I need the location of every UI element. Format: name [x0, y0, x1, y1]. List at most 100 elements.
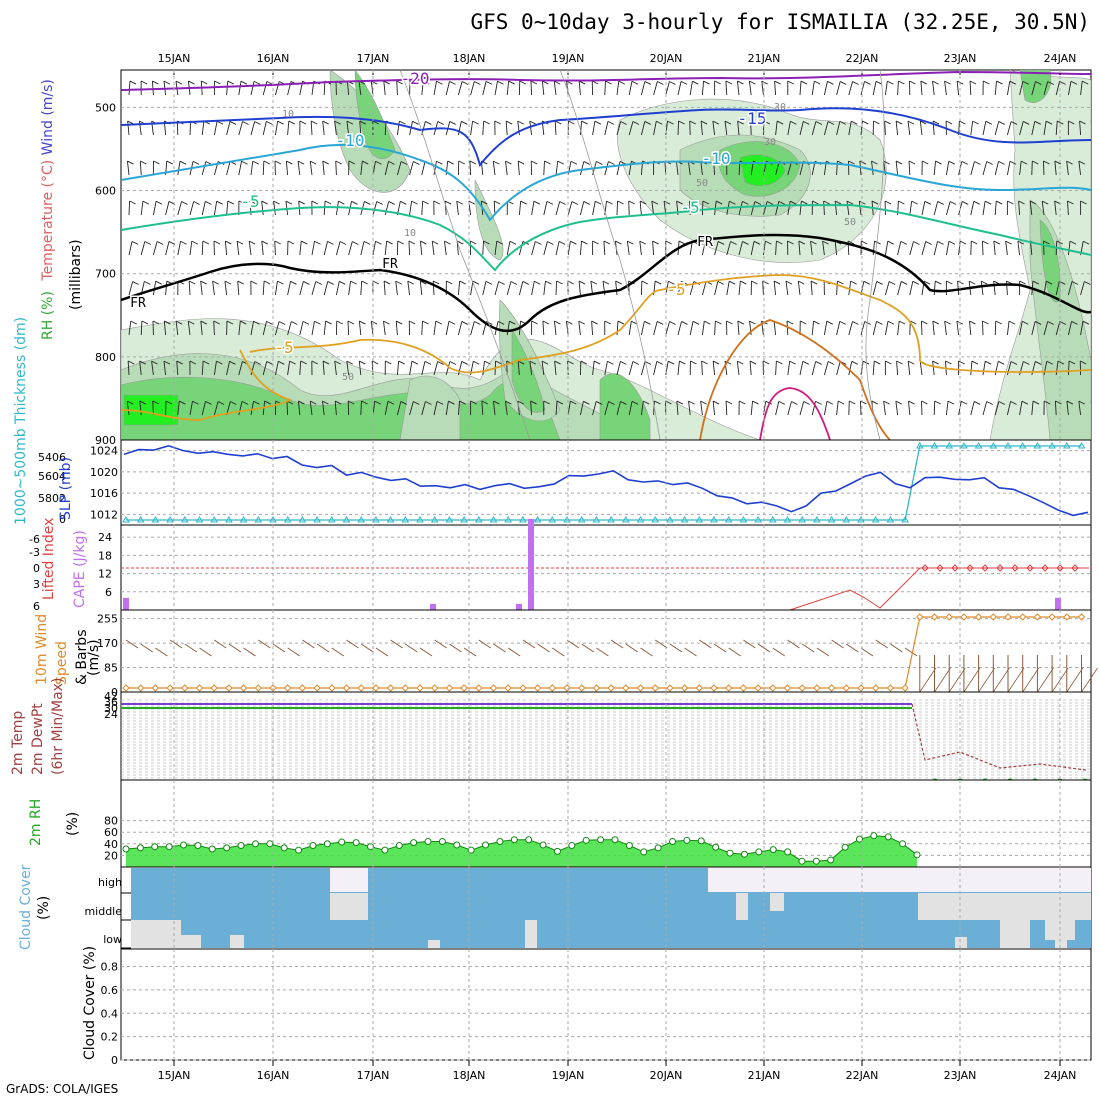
wind-barb: [980, 281, 984, 296]
wind-barb: [213, 401, 219, 416]
wind-barb: [884, 241, 889, 256]
wind-barb: [128, 200, 131, 216]
wind-barb: [457, 321, 463, 336]
wind-barb-flag: [155, 200, 163, 205]
wind-barb-flag: [676, 200, 683, 205]
bottom-date-ticks: 15JAN 16JAN 17JAN 18JAN 19JAN 20JAN 21JAN 22JAN…: [158, 1060, 1076, 1082]
cloud-patch: [736, 893, 748, 920]
wind-barb: [299, 281, 304, 296]
rh-marker: [453, 841, 461, 849]
wind-barb-flag: [688, 400, 695, 405]
wind-barb-flag: [617, 200, 624, 205]
slp-line: [123, 444, 1089, 517]
rh-marker: [266, 840, 274, 848]
rh-marker: [654, 844, 662, 852]
wind-barb: [482, 361, 485, 376]
surface-barb: [684, 647, 697, 657]
wind-barb-flag: [632, 361, 640, 365]
wind-barb: [409, 161, 414, 176]
wind-barb-flag: [996, 80, 1003, 85]
wind-barb: [848, 321, 853, 336]
wind-barb-flag: [742, 200, 749, 205]
wind-barb: [189, 120, 192, 136]
thickness-marker: [754, 516, 762, 523]
wind-barb: [250, 401, 254, 416]
wind-barb-flag: [322, 360, 330, 365]
rh-marker: [899, 840, 907, 848]
wind-barb-flag: [969, 80, 977, 85]
rh-tick-label: 60: [104, 826, 118, 839]
wind-barb: [1093, 201, 1094, 215]
wind-barb-flag: [409, 320, 416, 325]
wind-barb: [714, 241, 719, 256]
cloud-patch: [330, 868, 368, 892]
wind-barb: [860, 321, 866, 336]
wind-barb: [933, 281, 936, 296]
wind-barb: [287, 321, 292, 336]
wind-barb-flag: [229, 360, 236, 365]
wind-barb-flag: [921, 400, 928, 405]
wind-barb: [578, 321, 581, 336]
wind-barb-flag: [628, 200, 635, 205]
wind-barb-flag: [165, 400, 173, 405]
wind-marker: [960, 613, 968, 621]
wind-barb-flag: [1096, 281, 1100, 284]
wind-barb-flag: [631, 320, 638, 325]
wind-barb: [299, 360, 302, 376]
wind-barb-flag: [1017, 240, 1025, 245]
wind-barb-flag: [1059, 81, 1066, 85]
wind-barb-flag: [517, 400, 524, 405]
wind-barb: [505, 121, 508, 136]
wind-barb-flag: [531, 160, 538, 165]
wind-barb-flag: [1021, 400, 1029, 405]
wind-barb-flag: [607, 360, 614, 365]
wind-barb-flag: [1079, 120, 1086, 125]
wind-barb-flag: [422, 200, 429, 205]
wind-barb-flag: [971, 360, 979, 365]
wind-barb-flag: [314, 240, 321, 245]
wind-barb-flag: [945, 360, 952, 365]
wind-barb-flag: [912, 280, 920, 285]
wind-barb-flag: [1022, 80, 1030, 85]
wind-barb-flag: [801, 200, 808, 205]
axis-titles: RH (%) Temperature (°C) Wind (m/s) (mill…: [10, 79, 102, 1060]
wind-barb: [640, 361, 646, 376]
thickness-marker: [357, 516, 366, 523]
wind-barb: [677, 321, 682, 336]
wind-barb: [775, 240, 777, 256]
wind-barb-flag: [911, 200, 918, 205]
wind-barb-flag: [131, 240, 139, 245]
wind-barb-flag: [1009, 80, 1016, 85]
wind-barb-flag: [139, 400, 147, 405]
wind-barb: [370, 81, 374, 96]
wind-barb-flag: [932, 360, 939, 365]
wind-barb-flag: [1067, 200, 1074, 205]
wind-barb: [994, 401, 1000, 416]
wind-barb: [518, 201, 522, 216]
wind-barb: [139, 161, 142, 176]
wind-barb-flag: [861, 240, 868, 245]
wind-barb: [1043, 81, 1049, 96]
wind-barb-flag: [581, 120, 588, 125]
wind-marker: [945, 613, 953, 621]
wind-barb: [224, 241, 228, 256]
wind-barb: [163, 321, 167, 336]
wind-barb-flag: [802, 360, 810, 365]
wind-barb-flag: [800, 320, 807, 325]
wind-barb-flag: [627, 240, 634, 245]
wind-barb: [1080, 281, 1085, 296]
wind-barb: [470, 281, 474, 296]
wind-barb: [492, 161, 496, 176]
wind-barb: [616, 161, 621, 176]
rh-marker: [438, 837, 446, 845]
wind-barb-flag: [409, 80, 417, 85]
wind-barb: [714, 320, 716, 336]
wind-marker: [710, 684, 718, 692]
wind-barb-flag: [413, 401, 420, 405]
wind-barb: [396, 361, 400, 376]
wind-barb: [689, 81, 693, 96]
surface-barb: [449, 643, 462, 653]
wind-barb: [274, 361, 279, 376]
